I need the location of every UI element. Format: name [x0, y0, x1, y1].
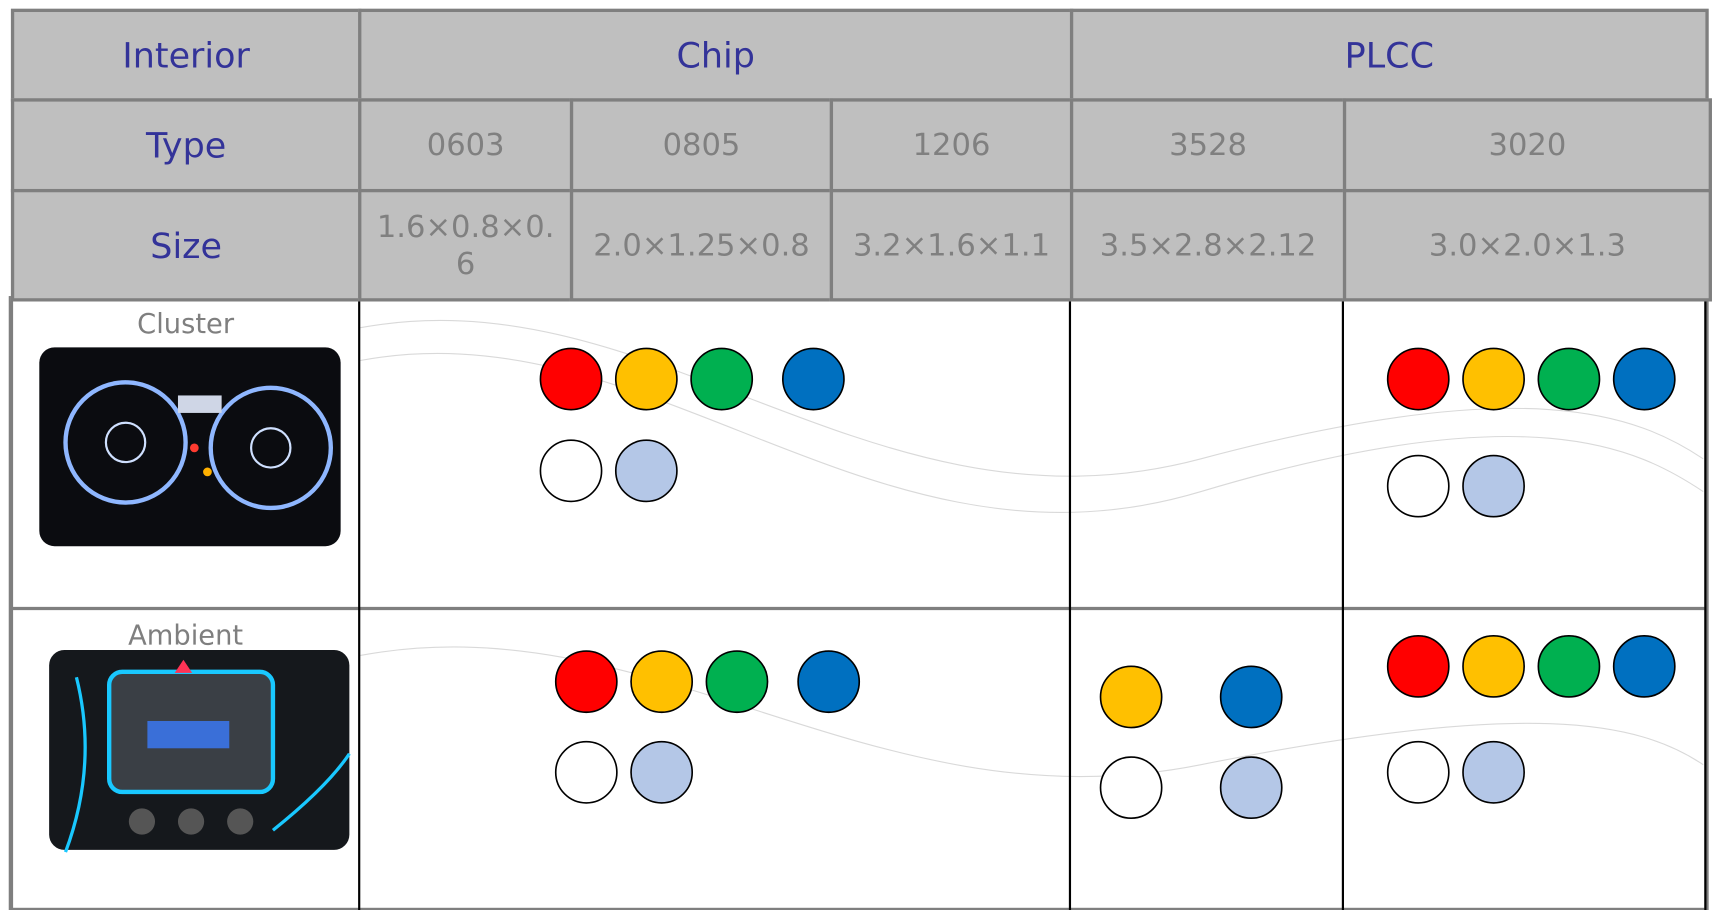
color-dot [616, 348, 677, 409]
color-dot [540, 348, 601, 409]
header-cell: PLCC [1070, 9, 1709, 102]
type-cell: 0603 [358, 98, 573, 192]
color-dot [798, 651, 859, 712]
color-dot [556, 651, 617, 712]
color-dot [1221, 666, 1282, 727]
color-dot [1614, 636, 1675, 697]
size-cell: 3.2×1.6×1.1 [830, 189, 1073, 302]
size-cell: 1.6×0.8×0.6 [358, 189, 573, 302]
application-label: Ambient [11, 619, 360, 651]
color-dot [1388, 348, 1449, 409]
color-dot [691, 348, 752, 409]
color-dot [1388, 636, 1449, 697]
cluster-image [39, 347, 340, 546]
color-dot [1463, 348, 1524, 409]
size-cell: 3.0×2.0×1.3 [1343, 189, 1712, 302]
header-cell: Chip [358, 9, 1073, 102]
color-dot [1388, 456, 1449, 517]
ambient-image [49, 650, 349, 852]
size-cell: 2.0×1.25×0.8 [570, 189, 833, 302]
color-dot [1614, 348, 1675, 409]
row-label: Type [11, 98, 361, 192]
color-dot [1463, 742, 1524, 803]
application-label: Cluster [11, 308, 360, 340]
color-dot [540, 440, 601, 501]
color-dot [1221, 757, 1282, 818]
color-dot [783, 348, 844, 409]
color-dot [631, 651, 692, 712]
color-dot [1463, 636, 1524, 697]
color-dot [1388, 742, 1449, 803]
color-dot [1101, 757, 1162, 818]
color-dot [1463, 456, 1524, 517]
color-dot [631, 742, 692, 803]
row-label: Size [11, 189, 361, 302]
color-dot [1538, 636, 1599, 697]
type-cell: 1206 [830, 98, 1073, 192]
color-dot [556, 742, 617, 803]
color-dot [616, 440, 677, 501]
type-cell: 3528 [1070, 98, 1346, 192]
color-dot [1101, 666, 1162, 727]
header-cell: Interior [11, 9, 361, 102]
color-dot [706, 651, 767, 712]
color-dot [1538, 348, 1599, 409]
size-cell: 3.5×2.8×2.12 [1070, 189, 1346, 302]
type-cell: 0805 [570, 98, 833, 192]
type-cell: 3020 [1343, 98, 1712, 192]
